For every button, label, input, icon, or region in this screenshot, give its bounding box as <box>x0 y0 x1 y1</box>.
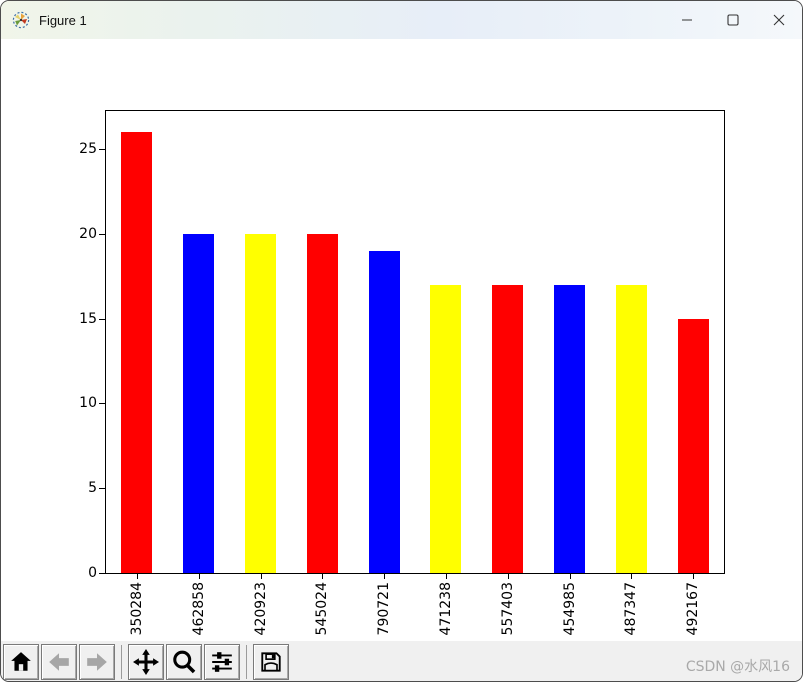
x-tick-mark <box>631 574 633 579</box>
plot-area <box>105 110 725 574</box>
toolbar-separator <box>246 645 247 679</box>
toolbar-forward-button[interactable] <box>79 644 115 680</box>
toolbar-separator <box>121 645 122 679</box>
x-tick-label: 790721 <box>376 582 393 636</box>
toolbar-home-button[interactable] <box>3 644 39 680</box>
y-tick-mark <box>99 149 105 150</box>
x-tick-mark <box>445 574 447 579</box>
window-title: Figure 1 <box>39 12 87 28</box>
bar <box>430 285 462 573</box>
bar <box>492 285 524 573</box>
magnifier-icon <box>173 650 196 674</box>
x-tick-label: 471238 <box>437 582 454 636</box>
bar <box>368 251 400 573</box>
bar <box>677 319 709 573</box>
x-tick-label: 545024 <box>314 582 331 636</box>
y-tick-label: 25 <box>79 141 97 157</box>
y-tick-label: 5 <box>88 480 97 496</box>
x-tick-mark <box>507 574 509 579</box>
toolbar-back-button[interactable] <box>41 644 77 680</box>
x-tick-mark <box>322 574 324 579</box>
floppy-disk-icon <box>261 652 281 672</box>
arrow-right-icon <box>87 653 107 671</box>
x-tick-mark <box>384 574 386 579</box>
navigation-toolbar: CSDN @水风16 <box>1 641 802 681</box>
x-tick-label: 492167 <box>685 582 702 636</box>
y-tick-mark <box>99 234 105 235</box>
matplotlib-logo-icon <box>11 10 31 30</box>
close-icon <box>773 14 785 26</box>
x-tick-mark <box>693 574 695 579</box>
x-tick-mark <box>136 574 138 579</box>
y-tick-label: 15 <box>79 311 97 327</box>
arrow-left-icon <box>49 653 69 671</box>
maximize-button[interactable] <box>710 1 756 39</box>
sliders-icon <box>212 652 232 672</box>
y-tick-mark <box>99 403 105 404</box>
y-tick-label: 20 <box>79 226 97 242</box>
x-tick-mark <box>569 574 571 579</box>
y-tick-mark <box>99 488 105 489</box>
maximize-icon <box>727 14 739 26</box>
window-controls <box>664 1 802 39</box>
x-tick-mark <box>198 574 200 579</box>
close-button[interactable] <box>756 1 802 39</box>
toolbar-save-button[interactable] <box>253 644 289 680</box>
home-icon <box>11 652 31 671</box>
titlebar[interactable]: Figure 1 <box>1 1 802 39</box>
x-tick-label: 350284 <box>128 582 145 636</box>
x-tick-label: 420923 <box>252 582 269 636</box>
x-tick-mark <box>260 574 262 579</box>
bar <box>183 234 215 573</box>
bar <box>615 285 647 573</box>
titlebar-left: Figure 1 <box>1 10 87 30</box>
toolbar-configure-subplots-button[interactable] <box>204 644 240 680</box>
bar <box>121 132 153 573</box>
x-tick-label: 557403 <box>499 582 516 636</box>
pan-move-icon <box>133 649 159 675</box>
x-tick-label: 487347 <box>623 582 640 636</box>
minimize-icon <box>682 19 692 21</box>
watermark: CSDN @水风16 <box>685 659 790 675</box>
bar <box>554 285 585 573</box>
figure-canvas: 350284 462858 420923 545024 790721 471238 5574… <box>1 39 802 641</box>
bar <box>245 234 276 573</box>
toolbar-zoom-button[interactable] <box>166 644 202 680</box>
x-tick-label: 454985 <box>561 582 578 636</box>
bar <box>306 234 338 573</box>
y-tick-mark <box>99 319 105 320</box>
x-tick-label: 462858 <box>190 582 207 636</box>
minimize-button[interactable] <box>664 1 710 39</box>
y-tick-label: 0 <box>88 565 97 581</box>
y-tick-label: 10 <box>79 395 97 411</box>
toolbar-pan-button[interactable] <box>128 644 164 680</box>
y-tick-mark <box>99 573 105 574</box>
